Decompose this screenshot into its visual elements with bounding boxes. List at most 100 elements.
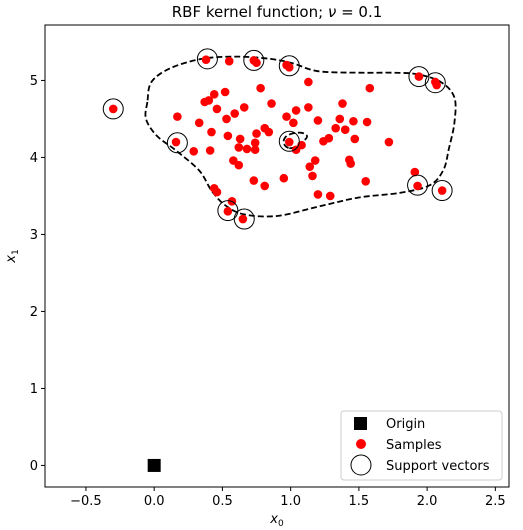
sample-point — [250, 138, 260, 148]
sample-point — [242, 144, 252, 154]
support-vector-point — [217, 200, 239, 222]
sample-point — [200, 97, 209, 107]
legend-origin-marker — [354, 417, 367, 430]
support-vectors-series — [102, 48, 453, 230]
sample-point — [209, 90, 219, 99]
sample-point — [284, 137, 294, 147]
sample-point — [319, 136, 328, 146]
sample-point — [346, 159, 355, 168]
sample-point — [282, 112, 291, 121]
sample-point — [260, 181, 270, 191]
sample-point — [340, 125, 350, 135]
legend: Origin Samples Support vectors — [340, 410, 503, 481]
sample-point — [223, 207, 233, 216]
sample-point — [252, 58, 261, 68]
decision-boundary-outer — [144, 55, 457, 218]
sample-point — [171, 137, 181, 147]
sample-point — [267, 99, 276, 108]
sample-point — [207, 127, 216, 137]
x-tick-label: 2.0 — [417, 494, 438, 509]
x-tick-label: 0.0 — [144, 494, 165, 509]
legend-samples-label: Samples — [386, 438, 442, 453]
title-suffix: = 0.1 — [336, 3, 382, 21]
sample-point — [350, 134, 360, 144]
sample-point — [205, 146, 215, 155]
sample-point — [256, 83, 265, 93]
sample-point — [310, 156, 320, 165]
y-axis-label-sub: 1 — [11, 249, 21, 255]
sample-point — [284, 63, 294, 72]
legend-support-vectors-marker — [350, 454, 372, 476]
support-vector-point — [196, 48, 218, 70]
title-symbol: ν — [328, 3, 336, 21]
y-tick-label: 4 — [30, 151, 38, 166]
sample-point — [212, 187, 222, 197]
samples-series — [108, 55, 447, 224]
x-axis-label-sub: 0 — [278, 519, 284, 529]
sample-point — [410, 167, 420, 177]
sample-point — [331, 123, 340, 133]
sample-point — [173, 112, 182, 121]
y-tick-label: 2 — [30, 305, 38, 320]
support-vector-point — [166, 132, 188, 154]
sample-point — [308, 171, 317, 181]
x-tick-label: −0.5 — [70, 494, 102, 509]
sample-point — [279, 173, 289, 183]
sample-point — [223, 131, 233, 141]
sample-point — [252, 129, 261, 138]
sample-point — [234, 143, 244, 152]
x-tick-label: 1.5 — [349, 494, 370, 509]
sample-point — [235, 134, 245, 144]
sample-point — [432, 80, 441, 90]
sample-point — [304, 77, 313, 87]
sample-point — [362, 117, 372, 127]
support-vector-point — [102, 98, 124, 120]
sample-point — [108, 104, 118, 114]
sample-point — [291, 106, 301, 115]
legend-origin-label: Origin — [386, 417, 425, 432]
sample-point — [238, 214, 248, 224]
sample-point — [194, 118, 204, 128]
sample-point — [212, 104, 222, 114]
y-axis-ticks: 0 1 2 3 4 5 — [30, 74, 45, 474]
legend-box — [340, 410, 503, 481]
sample-point — [189, 146, 199, 156]
sample-point — [224, 56, 234, 66]
title-prefix: RBF kernel function; — [172, 3, 328, 21]
legend-support-vectors-label: Support vectors — [386, 459, 490, 474]
x-axis-ticks: −0.5 0.0 0.5 1.0 1.5 2.0 2.5 — [70, 487, 506, 509]
y-axis-label-var: x — [4, 255, 19, 264]
y-tick-label: 3 — [30, 228, 38, 243]
support-vector-point — [278, 55, 300, 77]
sample-point — [230, 109, 239, 118]
support-vector-point — [431, 180, 453, 202]
sample-point — [249, 176, 259, 185]
sample-point — [239, 103, 249, 112]
plot-border — [44, 24, 510, 488]
origin-series — [147, 458, 161, 472]
x-axis-label: x0 — [269, 512, 284, 529]
sample-point — [304, 103, 313, 112]
y-tick-label: 5 — [30, 74, 38, 89]
plot-area — [45, 25, 509, 487]
sample-point — [222, 114, 231, 124]
x-tick-label: 2.5 — [485, 494, 506, 509]
sample-point — [414, 72, 424, 81]
origin-point — [147, 458, 161, 472]
sample-point — [291, 145, 301, 155]
sample-point — [338, 99, 347, 108]
sample-point — [361, 177, 371, 186]
x-tick-label: 1.0 — [280, 494, 301, 509]
y-tick-label: 1 — [30, 382, 38, 397]
sample-point — [437, 186, 447, 195]
support-vector-point — [407, 174, 429, 196]
support-vector-point — [243, 49, 265, 71]
y-tick-label: 0 — [30, 459, 38, 474]
support-vector-point — [233, 208, 255, 230]
sample-point — [305, 162, 315, 171]
sample-point — [413, 181, 422, 191]
sample-point — [220, 87, 230, 97]
support-vector-point — [278, 130, 300, 152]
chart-title: RBF kernel function; ν = 0.1 — [172, 3, 383, 21]
